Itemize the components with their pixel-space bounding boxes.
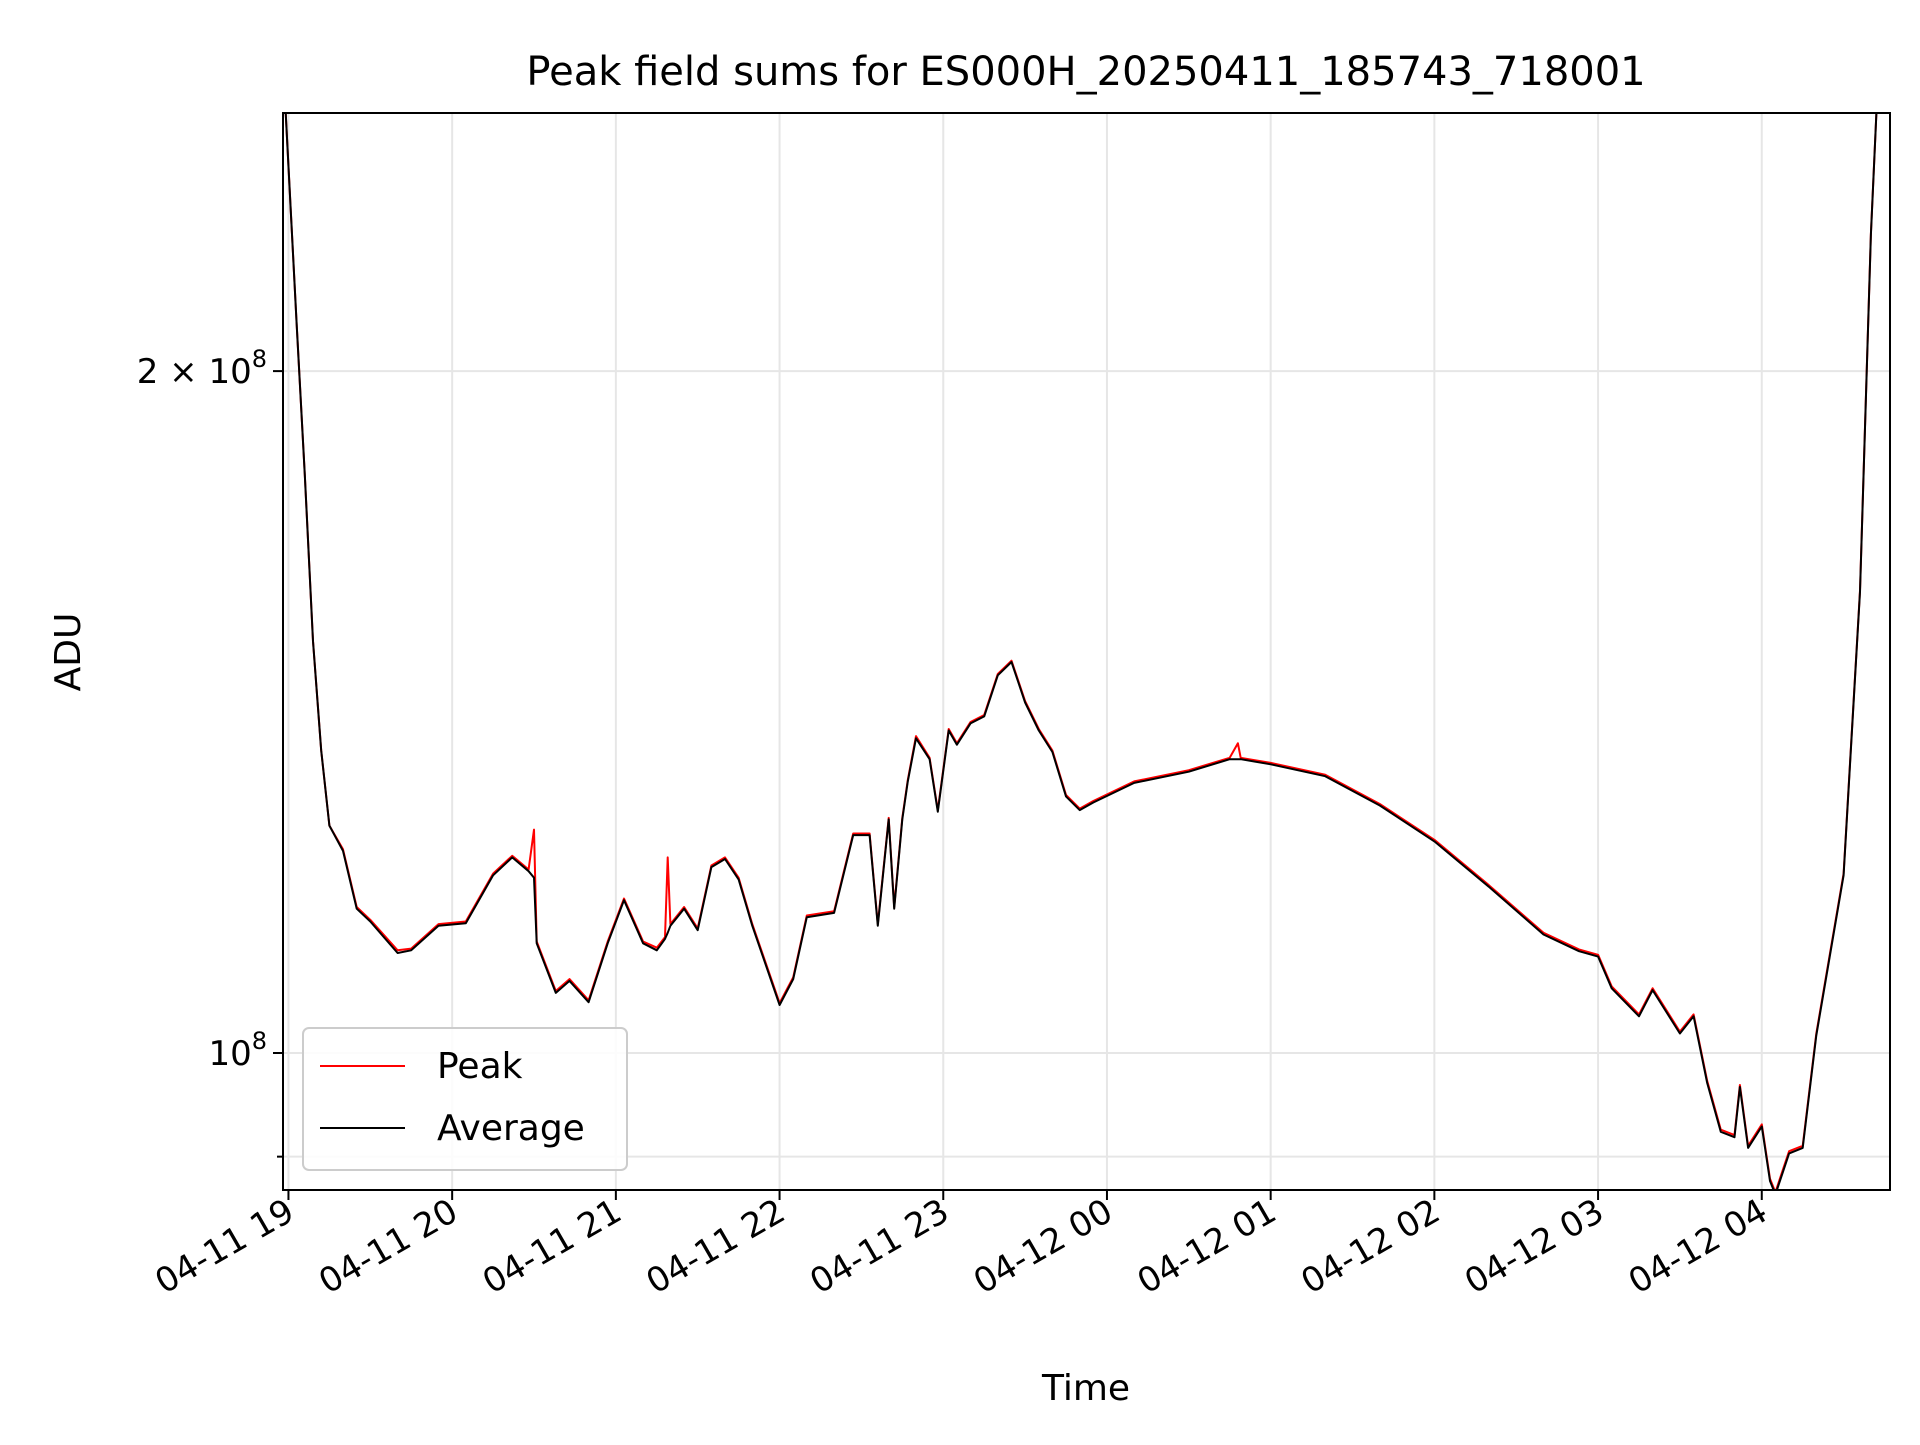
plot-frame — [282, 112, 1891, 1191]
y-axis-label: ADU — [48, 613, 89, 692]
legend-peak-label: Peak — [437, 1046, 523, 1087]
grid-lines — [283, 113, 1890, 1190]
legend: Peak Average — [302, 1027, 628, 1171]
x-axis-label: Time — [1041, 1368, 1130, 1409]
y-tick-label: 2 × 108 — [137, 345, 267, 392]
series-line-average — [284, 113, 1878, 1190]
legend-average-label: Average — [437, 1108, 585, 1149]
y-axis-ticks: 108 2 × 108 — [137, 345, 283, 1158]
y-tick-label: 108 — [208, 1027, 267, 1074]
chart-title: Peak field sums for ES000H_20250411_1857… — [526, 49, 1645, 95]
series-lines — [284, 113, 1878, 1190]
legend-box — [302, 1027, 628, 1171]
